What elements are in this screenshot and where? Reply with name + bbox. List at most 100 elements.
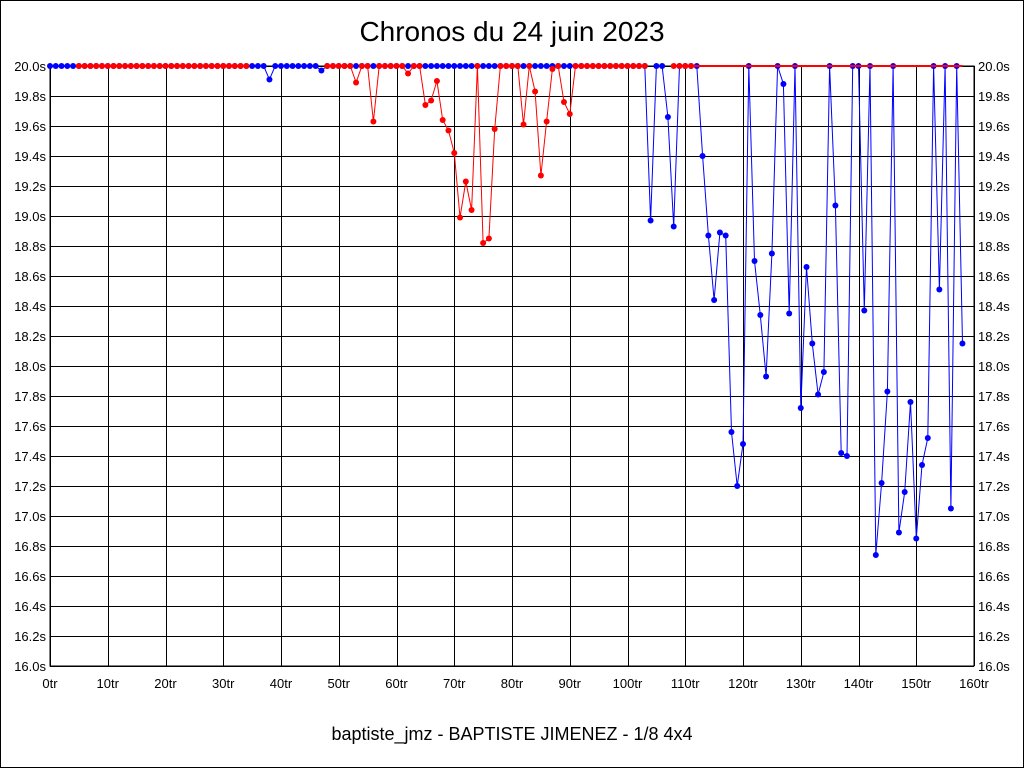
- data-point-blue: [58, 63, 65, 69]
- data-point-blue: [70, 63, 77, 69]
- y-tick-label-left: 17.0s: [14, 509, 46, 524]
- data-point-red: [139, 63, 146, 69]
- data-point-blue: [722, 232, 729, 239]
- data-point-red: [682, 63, 689, 69]
- data-point-red: [197, 63, 204, 69]
- data-point-red: [457, 214, 464, 221]
- data-point-red: [324, 63, 331, 69]
- data-point-blue: [832, 202, 839, 209]
- data-point-red: [370, 118, 377, 125]
- data-point-red: [329, 63, 336, 69]
- data-point-red: [156, 63, 163, 69]
- y-tick-label-right: 16.6s: [978, 569, 1010, 584]
- data-point-blue: [560, 63, 567, 69]
- x-tick-label: 60tr: [385, 676, 408, 691]
- data-point-red: [243, 63, 250, 69]
- data-point-blue: [283, 63, 290, 69]
- data-point-red: [537, 172, 544, 179]
- x-tick-label: 160tr: [959, 676, 989, 691]
- data-point-red: [514, 63, 521, 69]
- data-point-red: [422, 102, 429, 108]
- data-point-red: [670, 63, 677, 69]
- y-tick-label-right: 18.2s: [978, 329, 1010, 344]
- data-point-red: [497, 63, 504, 69]
- data-point-blue: [843, 453, 850, 459]
- data-point-red: [168, 63, 175, 69]
- data-point-red: [416, 63, 423, 69]
- data-point-blue: [370, 63, 377, 69]
- data-point-red: [387, 63, 394, 69]
- data-point-red: [353, 79, 360, 86]
- y-tick-label-right: 17.8s: [978, 389, 1010, 404]
- data-point-red: [122, 63, 129, 69]
- data-point-red: [110, 63, 117, 69]
- data-point-blue: [566, 63, 573, 69]
- data-point-blue: [537, 63, 544, 69]
- data-point-blue: [959, 340, 966, 347]
- data-point-blue: [838, 450, 845, 456]
- data-point-red: [347, 63, 354, 69]
- data-point-red: [428, 97, 435, 104]
- data-point-red: [480, 240, 487, 246]
- x-tick-label: 140tr: [844, 676, 874, 691]
- chart-title: Chronos du 24 juin 2023: [359, 16, 665, 47]
- data-point-red: [358, 63, 365, 69]
- data-point-blue: [462, 63, 469, 69]
- y-tick-label-right: 19.2s: [978, 179, 1010, 194]
- data-point-red: [630, 63, 637, 69]
- data-point-red: [202, 63, 209, 69]
- data-point-red: [405, 70, 412, 77]
- y-tick-label-left: 18.0s: [14, 359, 46, 374]
- y-tick-label-left: 19.4s: [14, 149, 46, 164]
- data-point-blue: [543, 63, 550, 69]
- data-point-blue: [757, 312, 764, 318]
- data-point-blue: [895, 529, 902, 536]
- data-point-red: [87, 63, 94, 69]
- data-point-red: [445, 127, 452, 134]
- data-point-blue: [353, 63, 360, 69]
- data-point-blue: [532, 63, 539, 69]
- data-point-blue: [786, 310, 793, 317]
- data-point-blue: [491, 63, 498, 69]
- y-tick-label-left: 18.2s: [14, 329, 46, 344]
- data-point-red: [214, 63, 221, 69]
- data-point-blue: [699, 153, 706, 159]
- data-point-red: [560, 99, 567, 105]
- data-point-blue: [803, 264, 810, 270]
- x-tick-label: 0tr: [42, 676, 58, 691]
- data-point-red: [618, 63, 625, 69]
- data-point-red: [578, 63, 585, 69]
- data-point-red: [468, 207, 475, 213]
- data-point-red: [399, 63, 406, 69]
- y-tick-label-right: 19.8s: [978, 89, 1010, 104]
- data-point-red: [491, 126, 498, 132]
- data-point-red: [150, 63, 157, 69]
- y-tick-label-right: 18.0s: [978, 359, 1010, 374]
- x-tick-label: 30tr: [212, 676, 235, 691]
- data-point-blue: [768, 250, 775, 257]
- x-tick-label: 130tr: [786, 676, 816, 691]
- y-tick-label-left: 17.6s: [14, 419, 46, 434]
- data-point-red: [231, 63, 238, 69]
- data-point-red: [462, 178, 469, 185]
- data-point-red: [566, 111, 573, 117]
- y-tick-label-left: 17.4s: [14, 449, 46, 464]
- data-point-blue: [711, 297, 718, 303]
- data-point-blue: [485, 63, 492, 69]
- data-point-blue: [433, 63, 440, 69]
- data-point-blue: [278, 63, 284, 69]
- series-layer: [47, 63, 966, 558]
- x-tick-label: 50tr: [328, 676, 351, 691]
- data-point-blue: [289, 63, 296, 69]
- data-point-red: [75, 63, 82, 69]
- data-point-blue: [260, 63, 267, 69]
- data-point-blue: [780, 81, 787, 87]
- data-point-blue: [266, 76, 273, 83]
- data-point-blue: [878, 480, 885, 486]
- data-point-red: [509, 63, 515, 69]
- data-point-blue: [907, 399, 914, 405]
- y-tick-label-left: 20.0s: [14, 59, 46, 74]
- data-point-blue: [728, 429, 735, 435]
- series-red: [75, 63, 963, 246]
- y-tick-label-right: 19.6s: [978, 119, 1010, 134]
